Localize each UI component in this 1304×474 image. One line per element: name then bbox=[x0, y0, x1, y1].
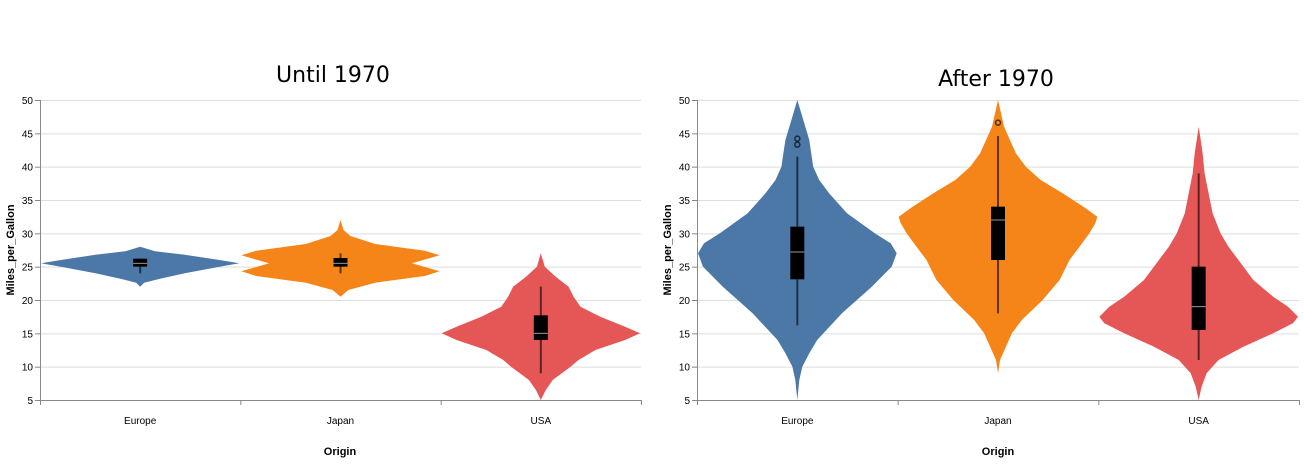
y-tick-label: 5 bbox=[27, 396, 33, 407]
outlier-point bbox=[794, 141, 801, 148]
y-tick-label: 50 bbox=[679, 96, 691, 107]
y-axis-title: Miles_per_Gallon bbox=[662, 204, 674, 295]
violins bbox=[698, 100, 1298, 400]
y-tick-label: 5 bbox=[684, 396, 690, 407]
box-iqr bbox=[333, 258, 348, 267]
x-axis: Europe Japan USA bbox=[697, 400, 1300, 427]
box-iqr bbox=[133, 258, 148, 267]
box-iqr bbox=[991, 206, 1005, 260]
y-tick-label: 25 bbox=[679, 263, 691, 274]
y-tick-label: 10 bbox=[679, 363, 691, 374]
chart-title: After 1970 bbox=[938, 67, 1054, 92]
box-iqr bbox=[1191, 266, 1206, 330]
x-axis-title: Origin bbox=[324, 446, 357, 458]
y-tick-label: 30 bbox=[22, 229, 34, 240]
y-tick-label: 15 bbox=[679, 329, 691, 340]
y-tick-label: 15 bbox=[22, 329, 34, 340]
x-tick-label: Europe bbox=[781, 416, 814, 427]
y-tick-label: 40 bbox=[679, 163, 691, 174]
y-tick-label: 20 bbox=[22, 296, 34, 307]
y-tick-label: 50 bbox=[22, 96, 34, 107]
y-tick-label: 25 bbox=[22, 263, 34, 274]
outlier-point bbox=[994, 119, 1002, 126]
y-tick-label: 45 bbox=[679, 129, 691, 140]
y-tick-label: 30 bbox=[679, 229, 691, 240]
y-axis-title: Miles_per_Gallon bbox=[5, 204, 17, 295]
x-tick-label: Japan bbox=[327, 416, 354, 427]
box-iqr bbox=[533, 315, 548, 340]
x-tick-label: USA bbox=[1188, 416, 1209, 427]
x-tick-label: Japan bbox=[984, 416, 1011, 427]
chart-after-1970: After 1970 5 10 15 20 25 30 35 40 45 50 Europe Jap… bbox=[662, 67, 1300, 458]
x-axis-title: Origin bbox=[982, 446, 1015, 458]
violins bbox=[41, 220, 640, 400]
box-iqr bbox=[790, 226, 805, 280]
chart-title: Until 1970 bbox=[276, 63, 390, 88]
y-tick-label: 45 bbox=[22, 129, 34, 140]
y-axis: 5 10 15 20 25 30 35 40 45 50 bbox=[679, 96, 698, 407]
y-tick-label: 20 bbox=[679, 296, 691, 307]
y-tick-label: 40 bbox=[22, 163, 34, 174]
x-axis: Europe Japan USA bbox=[40, 400, 642, 427]
y-tick-label: 35 bbox=[679, 196, 691, 207]
y-axis: 5 10 15 20 25 30 35 40 45 50 bbox=[22, 96, 41, 407]
outlier-point bbox=[794, 135, 801, 142]
chart-until-1970: Until 1970 5 10 15 20 25 30 35 40 45 50 Europe Jap… bbox=[5, 63, 642, 458]
y-tick-label: 35 bbox=[22, 196, 34, 207]
x-tick-label: USA bbox=[531, 416, 552, 427]
x-tick-label: Europe bbox=[124, 416, 157, 427]
y-tick-label: 10 bbox=[22, 363, 34, 374]
